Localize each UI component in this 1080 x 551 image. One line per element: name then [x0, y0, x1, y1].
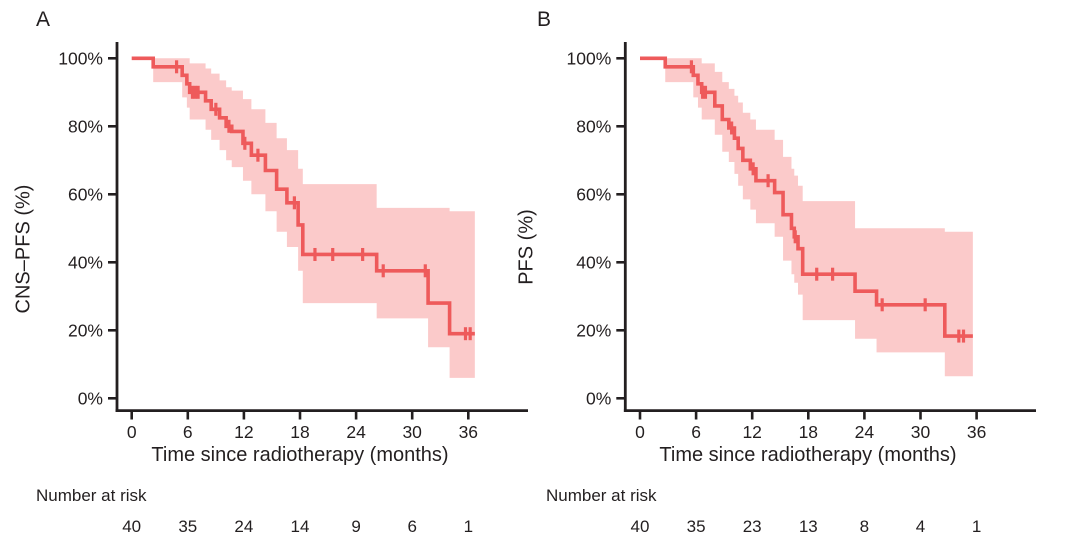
risk-count: 4 [915, 517, 926, 536]
number-at-risk-label-a: Number at risk [36, 486, 147, 505]
y-tick-label: 60% [68, 184, 103, 204]
y-axis-title-b: PFS (%) [515, 209, 538, 285]
y-tick-label: 60% [576, 184, 611, 204]
y-tick-label: 0% [586, 388, 611, 408]
risk-count: 13 [798, 517, 818, 536]
risk-count: 9 [351, 517, 361, 536]
y-tick-label: 100% [567, 48, 612, 68]
risk-count: 40 [122, 517, 142, 536]
x-tick-label: 24 [855, 422, 875, 442]
risk-count: 35 [686, 517, 706, 536]
y-tick-label: 20% [576, 320, 611, 340]
confidence-band-B [665, 58, 973, 377]
y-tick-label: 20% [68, 320, 103, 340]
risk-count: 24 [234, 517, 254, 536]
y-tick-label: 80% [68, 116, 103, 136]
risk-count: 23 [742, 517, 762, 536]
x-tick-label: 30 [402, 422, 422, 442]
x-tick-label: 0 [635, 422, 645, 442]
panel-label-a: A [36, 8, 51, 31]
x-tick-label: 6 [691, 422, 701, 442]
y-axis-title-a: CNS–PFS (%) [12, 184, 35, 314]
x-tick-label: 18 [290, 422, 309, 442]
km-curve-A [131, 56, 475, 336]
y-tick-label: 40% [576, 252, 611, 272]
number-at-risk-label-b: Number at risk [546, 486, 657, 505]
x-tick-label: 30 [911, 422, 931, 442]
x-tick-label: 12 [234, 422, 253, 442]
panel-label-b: B [537, 8, 552, 31]
risk-count: 6 [407, 517, 417, 536]
y-tick-label: 80% [576, 116, 611, 136]
risk-count: 14 [290, 517, 310, 536]
y-tick-label: 100% [58, 48, 103, 68]
x-tick-label: 36 [459, 422, 478, 442]
risk-count: 40 [630, 517, 650, 536]
risk-count: 8 [859, 517, 870, 536]
x-tick-label: 36 [967, 422, 986, 442]
confidence-band-A [153, 58, 475, 378]
risk-count: 35 [178, 517, 198, 536]
km-curve-B [640, 56, 973, 338]
x-tick-label: 24 [346, 422, 366, 442]
y-tick-label: 40% [68, 252, 103, 272]
x-axis-title-b: Time since radiotherapy (months) [659, 444, 957, 466]
x-tick-label: 6 [183, 422, 193, 442]
x-axis-title-a: Time since radiotherapy (months) [151, 444, 449, 466]
y-tick-label: 0% [78, 388, 103, 408]
x-tick-label: 0 [127, 422, 137, 442]
x-tick-label: 12 [742, 422, 761, 442]
risk-count: 1 [971, 517, 982, 536]
x-tick-label: 18 [799, 422, 818, 442]
risk-count: 1 [463, 517, 474, 536]
